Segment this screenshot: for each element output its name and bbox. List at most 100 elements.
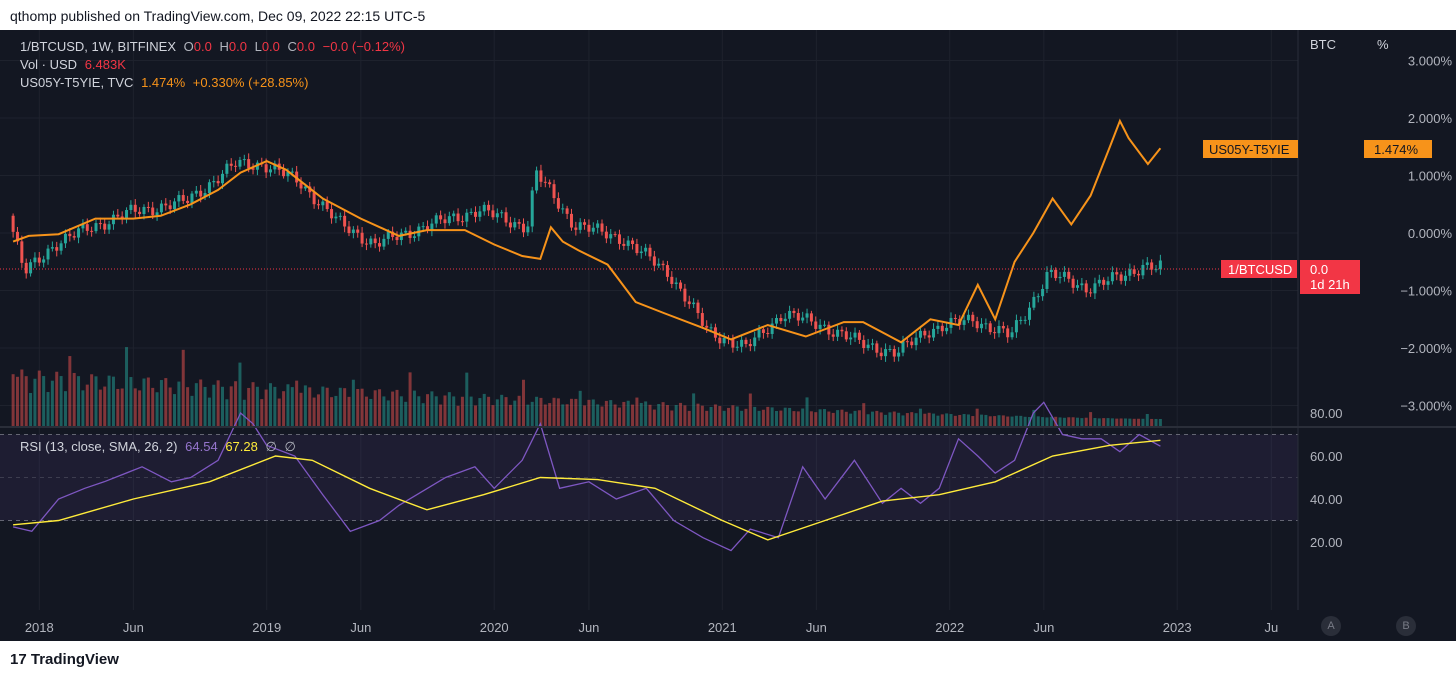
volume-bar [24,376,28,427]
volume-bar [1137,418,1141,427]
candle-body [897,352,901,357]
candle-body [853,332,857,338]
candle-body [469,211,473,213]
volume-bar [997,415,1001,427]
candle-body [997,325,1001,334]
candle-body [356,229,360,233]
volume-bar [321,386,325,427]
legend-change: −0.0 (−0.12%) [322,39,405,54]
overlay-value-bg [1364,140,1432,158]
legend-row-overlay[interactable]: US05Y-T5YIE, TVC 1.474% +0.330% (+28.85%… [20,75,312,90]
volume-bar [966,414,970,427]
volume-bar [452,396,456,427]
series-countdown-text: 1d 21h [1310,277,1350,292]
volume-bar [399,396,403,427]
candle-body [801,317,805,321]
candle-body [600,223,604,232]
volume-bar [456,405,460,427]
legend-row-rsi[interactable]: RSI (13, close, SMA, 26, 2) 64.54 67.28 … [20,439,300,455]
volume-bar [495,399,499,427]
candle-body [857,332,861,340]
candle-body [1001,325,1005,329]
volume-bar [530,401,534,427]
candle-body [159,203,163,213]
candle-body [482,204,486,212]
candle-body [718,337,722,344]
volume-bar [303,385,307,427]
volume-bar [1097,418,1101,427]
legend-row-volume[interactable]: Vol · USD 6.483K [20,57,130,72]
volume-bar [1071,417,1075,427]
candle-body [805,313,809,318]
legend-o-value: 0.0 [193,39,212,54]
volume-bar [609,400,613,427]
chart-area[interactable]: 2018 Jun 2019 Jun 2020 Jun 2021 Jun 2022 Jun 2023 J… [0,30,1456,641]
volume-bar [1006,416,1010,427]
volume-bar [395,389,399,427]
candle-body [918,330,922,338]
candle-body [164,203,168,206]
candle-body [1158,260,1162,270]
volume-bar [111,376,115,427]
candle-body [504,212,508,223]
candle-body [1075,285,1079,288]
candle-body [604,231,608,239]
volume-bar [268,383,272,427]
volume-bar [927,412,931,427]
rsi-bands [0,434,1298,521]
volume-bar [168,387,172,427]
volume-bar [1036,416,1040,427]
candle-body [395,236,399,241]
candle-body [334,216,338,219]
volume-bar [364,396,368,427]
candle-body [679,282,683,289]
volume-bar [151,387,155,427]
volume-bar [849,413,853,427]
volume-bar [1141,418,1145,427]
candle-body [207,182,211,194]
rsi-sma-line [13,439,1161,541]
b-button[interactable]: B [1396,616,1416,636]
candle-body [648,247,652,257]
volume-bar [330,397,334,427]
tradingview-logo[interactable]: 17 TradingView [10,651,119,668]
candle-body [194,190,198,194]
volume-bar [98,389,102,427]
candle-body [517,222,521,224]
candle-body [552,184,556,199]
volume-bar [617,407,621,427]
legend-l-key: L [254,39,262,54]
candle-body [1062,271,1066,277]
auto-scale-button[interactable]: A [1321,616,1341,636]
candle-body [692,302,696,305]
candle-body [635,244,639,254]
volume-bar [840,409,844,427]
time-tick-label: Jun [123,620,144,635]
candle-body [945,327,949,332]
candle-body [146,206,150,208]
volume-bar [1150,418,1154,427]
volume-bar [884,414,888,427]
legend-rsi-empty-2: ∅ [284,439,296,454]
candle-body [809,313,813,322]
time-tick-label: Jun [1033,620,1054,635]
rsi-tick-label: 40.00 [1310,492,1343,507]
volume-bar [290,387,294,427]
volume-bar [722,410,726,427]
volume-bar [731,405,735,427]
legend-row-symbol[interactable]: 1/BTCUSD, 1W, BITFINEX O0.0 H0.0 L0.0 C0… [20,39,409,54]
volume-bar [583,405,587,427]
volume-bar [299,392,303,427]
volume-bar [85,384,89,427]
candle-body [107,224,111,230]
candle-body [199,190,203,197]
chart-svg[interactable]: 2018 Jun 2019 Jun 2020 Jun 2021 Jun 2022 Jun 2023 J… [0,30,1456,641]
candle-body [330,209,334,219]
candle-body [914,337,918,346]
candle-body [617,234,621,244]
overlay-badge: US05Y-T5YIE [1203,140,1298,158]
legend-symbol: 1/BTCUSD, 1W, BITFINEX [20,39,177,54]
volume-bar [753,406,757,427]
candle-body [836,329,840,337]
volume-bar [487,396,491,427]
